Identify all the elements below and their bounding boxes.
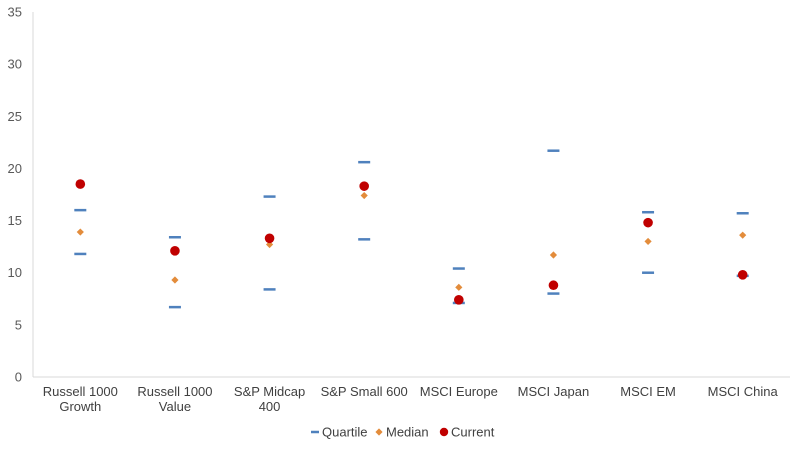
legend-median-icon bbox=[375, 428, 383, 436]
x-category-label-line: Russell 1000 bbox=[43, 384, 118, 399]
x-category-label: Russell 1000 Growth bbox=[43, 384, 118, 414]
y-tick-label: 5 bbox=[15, 317, 22, 332]
median-point bbox=[265, 240, 274, 249]
x-category-label-line: Value bbox=[159, 399, 191, 414]
median-point bbox=[76, 228, 84, 236]
x-category-label: S&P Midcap 400 bbox=[234, 384, 305, 414]
y-axis: 0 5 10 15 20 25 30 35 bbox=[8, 5, 34, 385]
y-tick-label: 15 bbox=[8, 213, 22, 228]
current-point bbox=[548, 280, 559, 291]
x-category-label-line: MSCI China bbox=[708, 384, 779, 399]
y-tick-label: 30 bbox=[8, 57, 22, 72]
median-point bbox=[739, 231, 747, 239]
y-tick-label: 25 bbox=[8, 109, 22, 124]
current-point bbox=[170, 246, 180, 256]
y-tick-label: 35 bbox=[8, 5, 22, 20]
x-category-label: MSCI Europe bbox=[420, 384, 498, 399]
x-category-label: Russell 1000 Value bbox=[137, 384, 212, 414]
x-category-label-line: S&P Midcap bbox=[234, 384, 305, 399]
median-point bbox=[360, 191, 368, 200]
x-category-label-line: MSCI EM bbox=[620, 384, 676, 399]
x-category-label-line: MSCI Europe bbox=[420, 384, 498, 399]
legend: Quartile Median Current bbox=[311, 425, 495, 440]
median-point bbox=[455, 283, 463, 291]
x-category-label: S&P Small 600 bbox=[321, 384, 408, 399]
current-point bbox=[643, 217, 653, 228]
x-category-label: MSCI Japan bbox=[518, 384, 590, 399]
x-category-label: MSCI China bbox=[708, 384, 779, 399]
median-point bbox=[549, 251, 558, 259]
x-category-label-line: S&P Small 600 bbox=[321, 384, 408, 399]
median-point bbox=[644, 237, 652, 246]
y-tick-label: 0 bbox=[15, 370, 22, 385]
legend-current-icon bbox=[439, 427, 449, 437]
x-category-label-line: MSCI Japan bbox=[518, 384, 590, 399]
x-category-label-line: 400 bbox=[259, 399, 281, 414]
plot-area bbox=[74, 149, 749, 309]
y-tick-label: 10 bbox=[8, 265, 22, 280]
x-category-label-line: Growth bbox=[59, 399, 101, 414]
x-category-label: MSCI EM bbox=[620, 384, 676, 399]
legend-label: Current bbox=[451, 425, 495, 440]
y-tick-label: 20 bbox=[8, 161, 22, 176]
x-category-label-line: Russell 1000 bbox=[137, 384, 212, 399]
current-point bbox=[359, 181, 369, 191]
current-point bbox=[75, 179, 86, 189]
legend-label: Quartile bbox=[322, 425, 368, 440]
current-point bbox=[737, 270, 748, 280]
current-point bbox=[264, 233, 275, 244]
legend-label: Median bbox=[386, 425, 429, 440]
median-point bbox=[171, 276, 179, 284]
current-point bbox=[454, 295, 464, 305]
